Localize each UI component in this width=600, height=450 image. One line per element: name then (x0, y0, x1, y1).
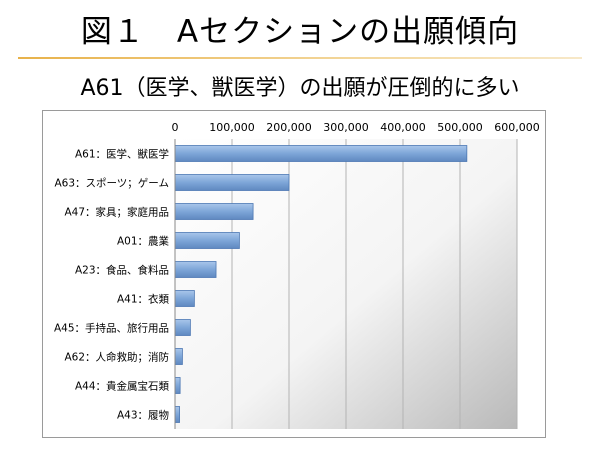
x-tick-label: 300,000 (323, 121, 369, 134)
category-label: A62：人命救助；消防 (64, 351, 169, 364)
slide-title: 図１ Aセクションの出願傾向 (80, 14, 520, 50)
x-tick-label: 200,000 (266, 121, 312, 134)
slide-subtitle: A61（医学、獣医学）の出願が圧倒的に多い (80, 76, 520, 101)
category-label: A44：貴金属宝石類 (75, 380, 170, 393)
category-label: A63：スポーツ；ゲーム (54, 178, 169, 190)
category-label: A41：衣類 (117, 293, 170, 306)
bar (174, 145, 468, 162)
x-tick-label: 100,000 (209, 121, 255, 134)
bar (174, 348, 183, 365)
category-label: A47：家具；家庭用品 (64, 206, 169, 219)
bar (174, 290, 195, 307)
category-label: A01：農業 (117, 235, 170, 248)
chart-frame: 0 100,000 200,000 300,000 400,000 500,000 600,… (42, 110, 546, 438)
bar (174, 232, 240, 249)
category-label: A23：食品、食料品 (75, 264, 169, 277)
category-label: A43：履物 (117, 409, 169, 422)
bar-chart: 0 100,000 200,000 300,000 400,000 500,000 600,… (54, 121, 540, 429)
bar (174, 203, 254, 220)
bar (174, 174, 290, 191)
bar (174, 377, 181, 394)
category-label: A45：手持品、旅行用品 (54, 322, 169, 335)
bar (174, 261, 217, 278)
bar (174, 406, 180, 423)
x-tick-label: 0 (172, 121, 179, 134)
category-label: A61：医学、獣医学 (75, 148, 169, 161)
bar (174, 319, 191, 336)
x-tick-label: 600,000 (494, 121, 540, 134)
x-tick-label: 400,000 (380, 121, 426, 134)
title-divider (18, 57, 582, 59)
x-tick-label: 500,000 (437, 121, 483, 134)
